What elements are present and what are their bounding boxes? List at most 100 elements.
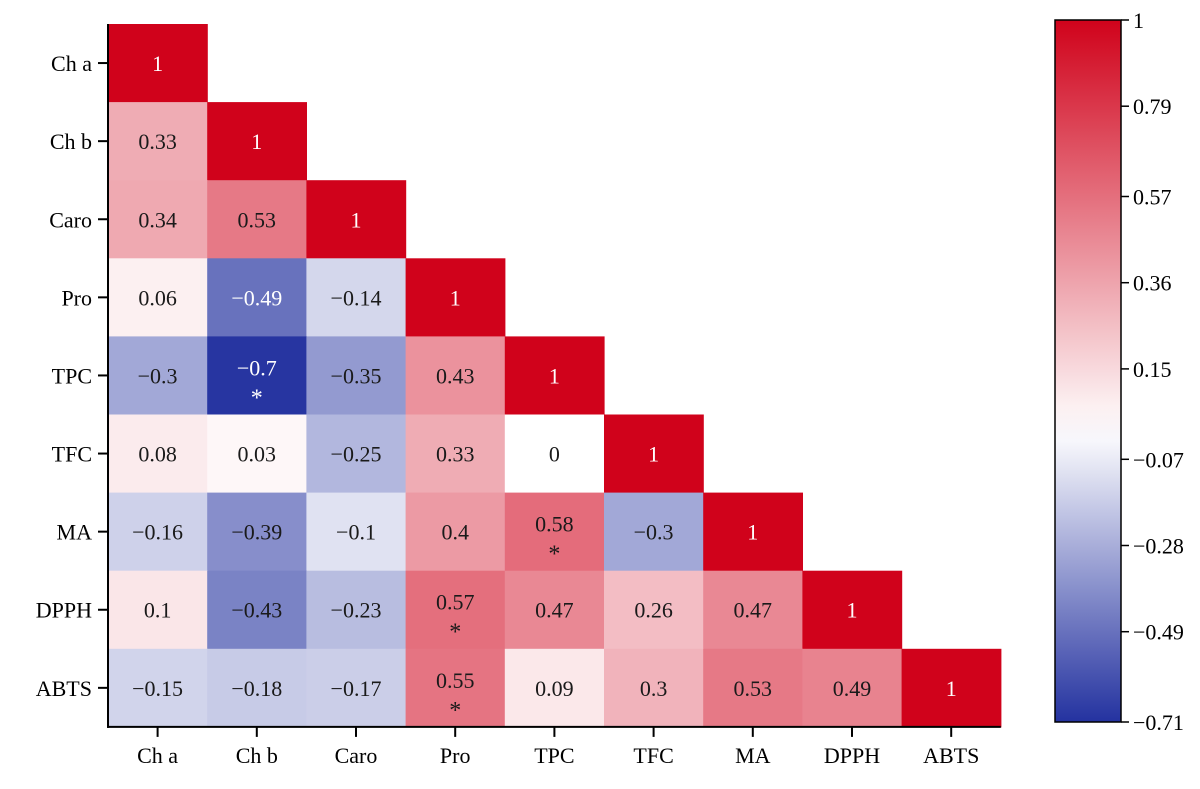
- colorbar-tick-label: 0.15: [1133, 357, 1172, 382]
- heatmap-cell-tpc-ch-a: [108, 336, 208, 416]
- cell-value-label: −0.14: [331, 285, 382, 310]
- cell-value-label: 0.47: [734, 598, 773, 623]
- heatmap-cell-ma-ma: [703, 492, 803, 572]
- x-tick-label-ch-b: Ch b: [236, 743, 278, 768]
- heatmap-cell-abts-caro: [306, 648, 407, 728]
- x-tick-label-tpc: TPC: [534, 743, 574, 768]
- cell-value-label: 0.58: [535, 512, 574, 537]
- cell-value-label: −0.16: [132, 520, 183, 545]
- y-tick-label-caro: Caro: [49, 207, 92, 232]
- cell-value-label: −0.3: [138, 363, 178, 388]
- cell-value-label: 0.57: [436, 590, 475, 615]
- significance-star: *: [251, 385, 263, 411]
- x-tick-label-tfc: TFC: [633, 743, 673, 768]
- y-tick-label-abts: ABTS: [36, 676, 92, 701]
- heatmap-cell-tpc-tpc: [504, 336, 605, 416]
- heatmap-cell-tfc-ch-a: [108, 414, 208, 494]
- cell-value-label: 0.03: [238, 442, 277, 467]
- cell-value-label: 0.34: [138, 207, 177, 232]
- cell-value-label: 0.4: [441, 520, 469, 545]
- cell-value-label: 1: [747, 520, 758, 545]
- cell-value-label: 0.09: [535, 676, 574, 701]
- heatmap-cell-tfc-pro: [405, 414, 506, 494]
- heatmap-axes: Ch a Ch b Caro Pro TPC TFC MA DPPH ABTS Ch a Ch b C…: [36, 24, 1001, 768]
- heatmap-cell-ch-b-ch-b: [207, 102, 307, 181]
- heatmap-cell-abts-ma: [703, 648, 803, 728]
- colorbar-tick-label: 0.79: [1133, 94, 1172, 119]
- cell-value-label: 0.53: [238, 207, 277, 232]
- heatmap-cell-ma-ch-a: [108, 492, 208, 572]
- heatmap-cell-abts-tpc: [504, 648, 605, 728]
- heatmap-cell-abts-dpph: [802, 648, 903, 728]
- heatmap-cell-caro-ch-b: [207, 180, 307, 259]
- heatmap-cell-ma-caro: [306, 492, 407, 572]
- y-tick-label-ma: MA: [57, 520, 93, 545]
- significance-star: *: [449, 698, 461, 724]
- heatmap-cell-dpph-tpc: [504, 570, 605, 650]
- heatmap-cell-caro-ch-a: [108, 180, 208, 259]
- y-tick-label-pro: Pro: [61, 285, 92, 310]
- heatmap-cell-ma-pro: [405, 492, 506, 572]
- y-tick-label-dpph: DPPH: [36, 598, 92, 623]
- heatmap-cell-ma-ch-b: [207, 492, 307, 572]
- cell-value-label: −0.49: [231, 285, 282, 310]
- cell-value-label: 0.06: [138, 285, 177, 310]
- cell-value-label: 0.49: [833, 676, 872, 701]
- cell-value-label: −0.7: [237, 355, 277, 380]
- colorbar: 1 0.79 0.57 0.36 0.15 −0.07 −0.28 −0.49 −0.71: [1054, 8, 1184, 735]
- heatmap-cell-dpph-tfc: [604, 570, 704, 650]
- x-tick-label-pro: Pro: [440, 743, 471, 768]
- heatmap-cell-pro-ch-a: [108, 258, 208, 337]
- heatmap-cell-dpph-dpph: [802, 570, 903, 650]
- y-tick-label-ch-b: Ch b: [50, 129, 92, 154]
- x-tick-label-abts: ABTS: [923, 743, 979, 768]
- x-tick-label-ma: MA: [735, 743, 771, 768]
- heatmap-cell-abts-ch-b: [207, 648, 307, 728]
- colorbar-tick-label: −0.28: [1133, 534, 1184, 559]
- heatmap-cell-abts-ch-a: [108, 648, 208, 728]
- cell-value-label: −0.18: [231, 676, 282, 701]
- colorbar-tick-label: 0.57: [1133, 185, 1172, 210]
- cell-value-label: −0.15: [132, 676, 183, 701]
- heatmap-cell-dpph-pro: [405, 570, 506, 650]
- heatmap-cell-caro-caro: [306, 180, 407, 259]
- cell-value-label: 1: [946, 676, 957, 701]
- heatmap-cell-abts-pro: [405, 648, 506, 728]
- cell-value-label: 0.33: [436, 442, 475, 467]
- heatmap-cell-ch-a-ch-a: [108, 24, 208, 103]
- significance-star: *: [449, 620, 461, 646]
- x-tick-label-caro: Caro: [335, 743, 378, 768]
- heatmap-cell-dpph-ch-a: [108, 570, 208, 650]
- heatmap-cell-tfc-tfc: [604, 414, 704, 494]
- colorbar-tick-label: 0.36: [1133, 271, 1172, 296]
- heatmap-cell-tpc-pro: [405, 336, 506, 416]
- cell-value-label: 0: [549, 442, 560, 467]
- cell-value-label: 0.08: [138, 442, 177, 467]
- y-tick-label-tfc: TFC: [52, 442, 92, 467]
- cell-value-label: 0.1: [144, 598, 172, 623]
- cell-value-label: 1: [648, 442, 659, 467]
- heatmap-cell-tpc-ch-b: [207, 336, 307, 416]
- cell-value-label: −0.43: [231, 598, 282, 623]
- x-tick-label-dpph: DPPH: [824, 743, 880, 768]
- cell-value-label: 1: [847, 598, 858, 623]
- heatmap-cells: 1 0.33 1 0.34 0.53 1 0.06 −0.49 −0.14 1 −0.3 −0.7 * −…: [108, 24, 1002, 728]
- heatmap-cell-tfc-tpc: [504, 414, 605, 494]
- heatmap-cell-ch-b-ch-a: [108, 102, 208, 181]
- heatmap-cell-tfc-ch-b: [207, 414, 307, 494]
- cell-value-label: 0.26: [634, 598, 673, 623]
- cell-value-label: 1: [152, 51, 163, 76]
- cell-value-label: 1: [549, 363, 560, 388]
- heatmap-cell-abts-abts: [901, 648, 1002, 728]
- cell-value-label: 0.55: [436, 668, 475, 693]
- colorbar-tick-label: 1: [1133, 8, 1144, 33]
- cell-value-label: 1: [450, 285, 461, 310]
- heatmap-cell-dpph-ch-b: [207, 570, 307, 650]
- heatmap-cell-ma-tfc: [604, 492, 704, 572]
- cell-value-label: −0.25: [331, 442, 382, 467]
- colorbar-tick-label: −0.07: [1133, 447, 1184, 472]
- heatmap-cell-tpc-caro: [306, 336, 407, 416]
- heatmap-cell-dpph-ma: [703, 570, 803, 650]
